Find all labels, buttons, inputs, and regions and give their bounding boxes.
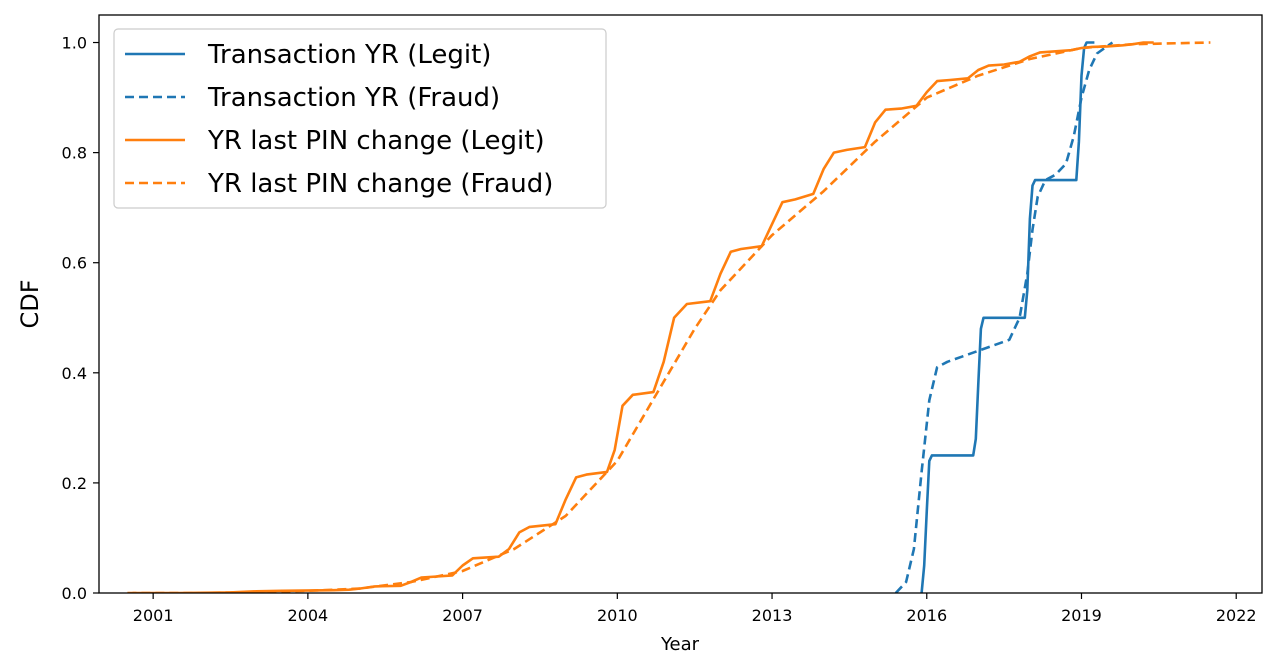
y-axis-title: CDF [16,279,44,328]
x-tick-label: 2013 [752,606,793,625]
x-tick-label: 2007 [442,606,483,625]
y-tick-label: 0.2 [62,474,87,493]
x-tick-label: 2004 [288,606,329,625]
legend: Transaction YR (Legit) Transaction YR (Fr… [113,28,607,209]
series-line-transaction-yr-legit [920,41,1095,593]
y-tick-label: 0.8 [62,144,87,163]
y-tick-label: 0.0 [62,584,87,603]
y-tick-label: 1.0 [62,34,87,53]
legend-box [113,28,607,209]
x-tick-label: 2016 [906,606,947,625]
x-tick-label: 2022 [1216,606,1257,625]
plot-area-frame [98,14,1263,594]
y-tick-label: 0.4 [62,364,87,383]
legend-label-yr-last-pin-change-legit: YR last PIN change (Legit) [207,126,545,156]
series-line-transaction-yr-fraud [894,41,1114,593]
legend-label-transaction-yr-fraud: Transaction YR (Fraud) [207,83,500,113]
y-tick-label: 0.6 [62,254,87,273]
x-axis: 2001 2004 2007 2010 2013 2016 2019 2022 [133,593,1257,625]
y-axis: 0.0 0.2 0.4 0.6 0.8 1.0 [62,34,99,603]
x-axis-title: Year [660,634,700,655]
legend-label-yr-last-pin-change-fraud: YR last PIN change (Fraud) [207,169,553,199]
x-tick-label: 2001 [133,606,174,625]
x-tick-label: 2010 [597,606,638,625]
x-tick-label: 2019 [1061,606,1102,625]
legend-label-transaction-yr-legit: Transaction YR (Legit) [207,40,491,70]
series-layer [127,41,1211,593]
